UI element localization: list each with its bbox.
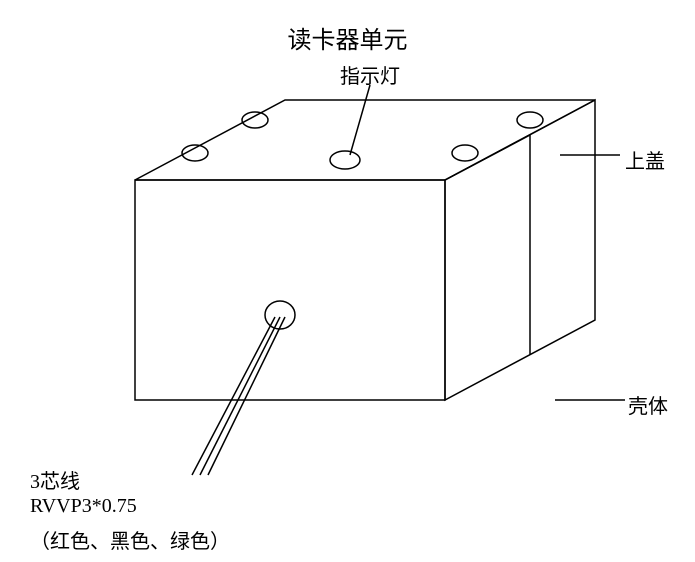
leader-indicator bbox=[350, 85, 370, 155]
cable-wire bbox=[208, 317, 285, 475]
label-cable-line2: RVVP3*0.75 bbox=[30, 495, 137, 518]
cable-wire bbox=[200, 317, 280, 475]
screw-hole bbox=[242, 112, 268, 128]
cable-port bbox=[265, 301, 295, 329]
cable-wire bbox=[192, 317, 275, 475]
label-indicator: 指示灯 bbox=[340, 60, 400, 89]
screw-hole bbox=[517, 112, 543, 128]
label-cable-line1: 3芯线 bbox=[30, 465, 80, 494]
front-face bbox=[135, 180, 445, 400]
top-split-line bbox=[445, 135, 530, 180]
screw-hole bbox=[452, 145, 478, 161]
label-shell: 壳体 bbox=[628, 390, 668, 419]
label-top-cover: 上盖 bbox=[625, 145, 665, 174]
label-cable-line3: （红色、黑色、绿色） bbox=[30, 525, 230, 554]
indicator-hole bbox=[330, 151, 360, 169]
